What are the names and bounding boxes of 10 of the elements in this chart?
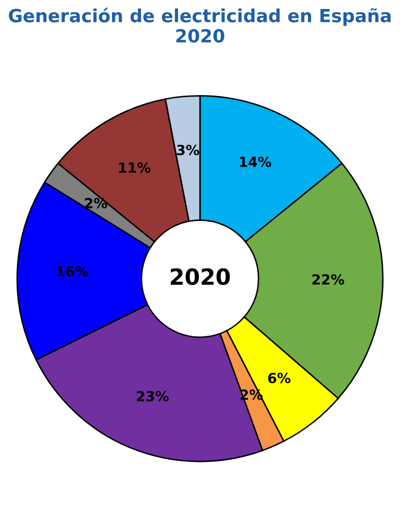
data-label: 2% [85, 198, 108, 208]
data-label: 11% [119, 162, 150, 173]
data-label: 6% [268, 372, 290, 384]
chart-title: Generación de electricidad en España 2020 [8, 8, 391, 43]
data-label: 23% [136, 390, 169, 402]
data-label: 3% [176, 144, 200, 156]
data-label: 14% [240, 156, 272, 168]
data-label: 16% [57, 266, 88, 277]
data-label: 22% [312, 274, 344, 285]
text: 2020 [170, 268, 230, 286]
